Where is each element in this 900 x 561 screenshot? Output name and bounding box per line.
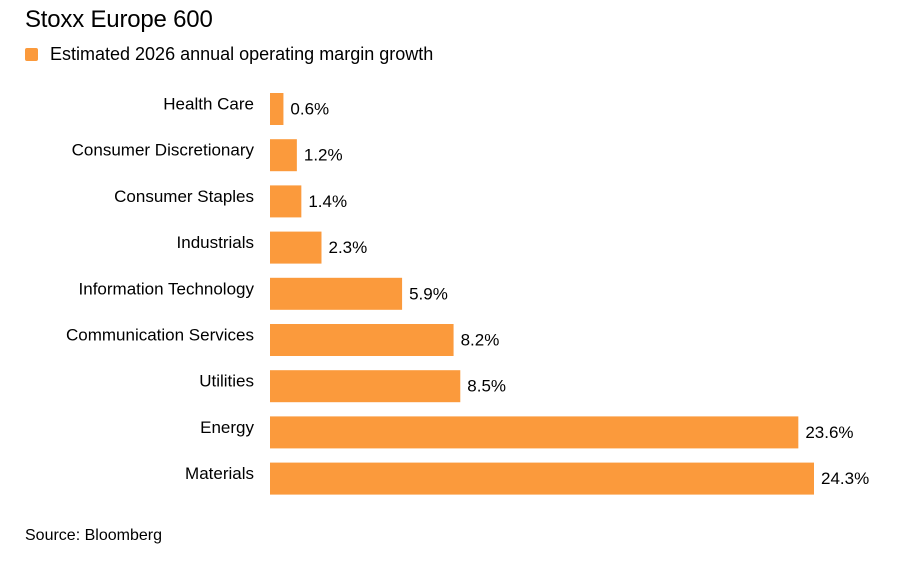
- value-label: 5.9%: [409, 284, 448, 303]
- bar-utilities: [270, 370, 461, 403]
- category-label: Communication Services: [66, 325, 254, 344]
- legend-label: Estimated 2026 annual operating margin g…: [50, 44, 434, 64]
- category-label: Materials: [185, 464, 254, 483]
- category-label: Consumer Staples: [114, 187, 254, 206]
- value-label: 1.4%: [308, 192, 347, 211]
- bar-information-technology: [270, 277, 403, 310]
- category-label: Information Technology: [79, 279, 255, 298]
- bar-communication-services: [270, 324, 454, 356]
- value-label: 23.6%: [805, 423, 853, 442]
- category-label: Utilities: [199, 372, 254, 391]
- value-label: 1.2%: [304, 146, 343, 165]
- value-label: 8.2%: [461, 330, 500, 349]
- value-label: 0.6%: [290, 99, 329, 118]
- category-label: Consumer Discretionary: [72, 141, 255, 160]
- category-label: Health Care: [163, 94, 254, 113]
- bar-consumer-discretionary: [270, 139, 297, 172]
- chart-title: Stoxx Europe 600: [25, 6, 213, 33]
- value-label: 8.5%: [467, 377, 506, 396]
- value-label: 2.3%: [328, 238, 367, 257]
- bar-consumer-staples: [270, 185, 302, 218]
- legend: Estimated 2026 annual operating margin g…: [25, 44, 433, 65]
- source-note: Source: Bloomberg: [25, 527, 162, 544]
- bar-energy: [270, 416, 799, 449]
- bar-industrials: [270, 231, 322, 264]
- bar-materials: [270, 462, 814, 495]
- category-label: Industrials: [177, 233, 254, 252]
- bar-health-care: [270, 93, 284, 125]
- legend-swatch: [25, 48, 38, 61]
- value-label: 24.3%: [821, 469, 869, 488]
- category-label: Energy: [200, 418, 254, 437]
